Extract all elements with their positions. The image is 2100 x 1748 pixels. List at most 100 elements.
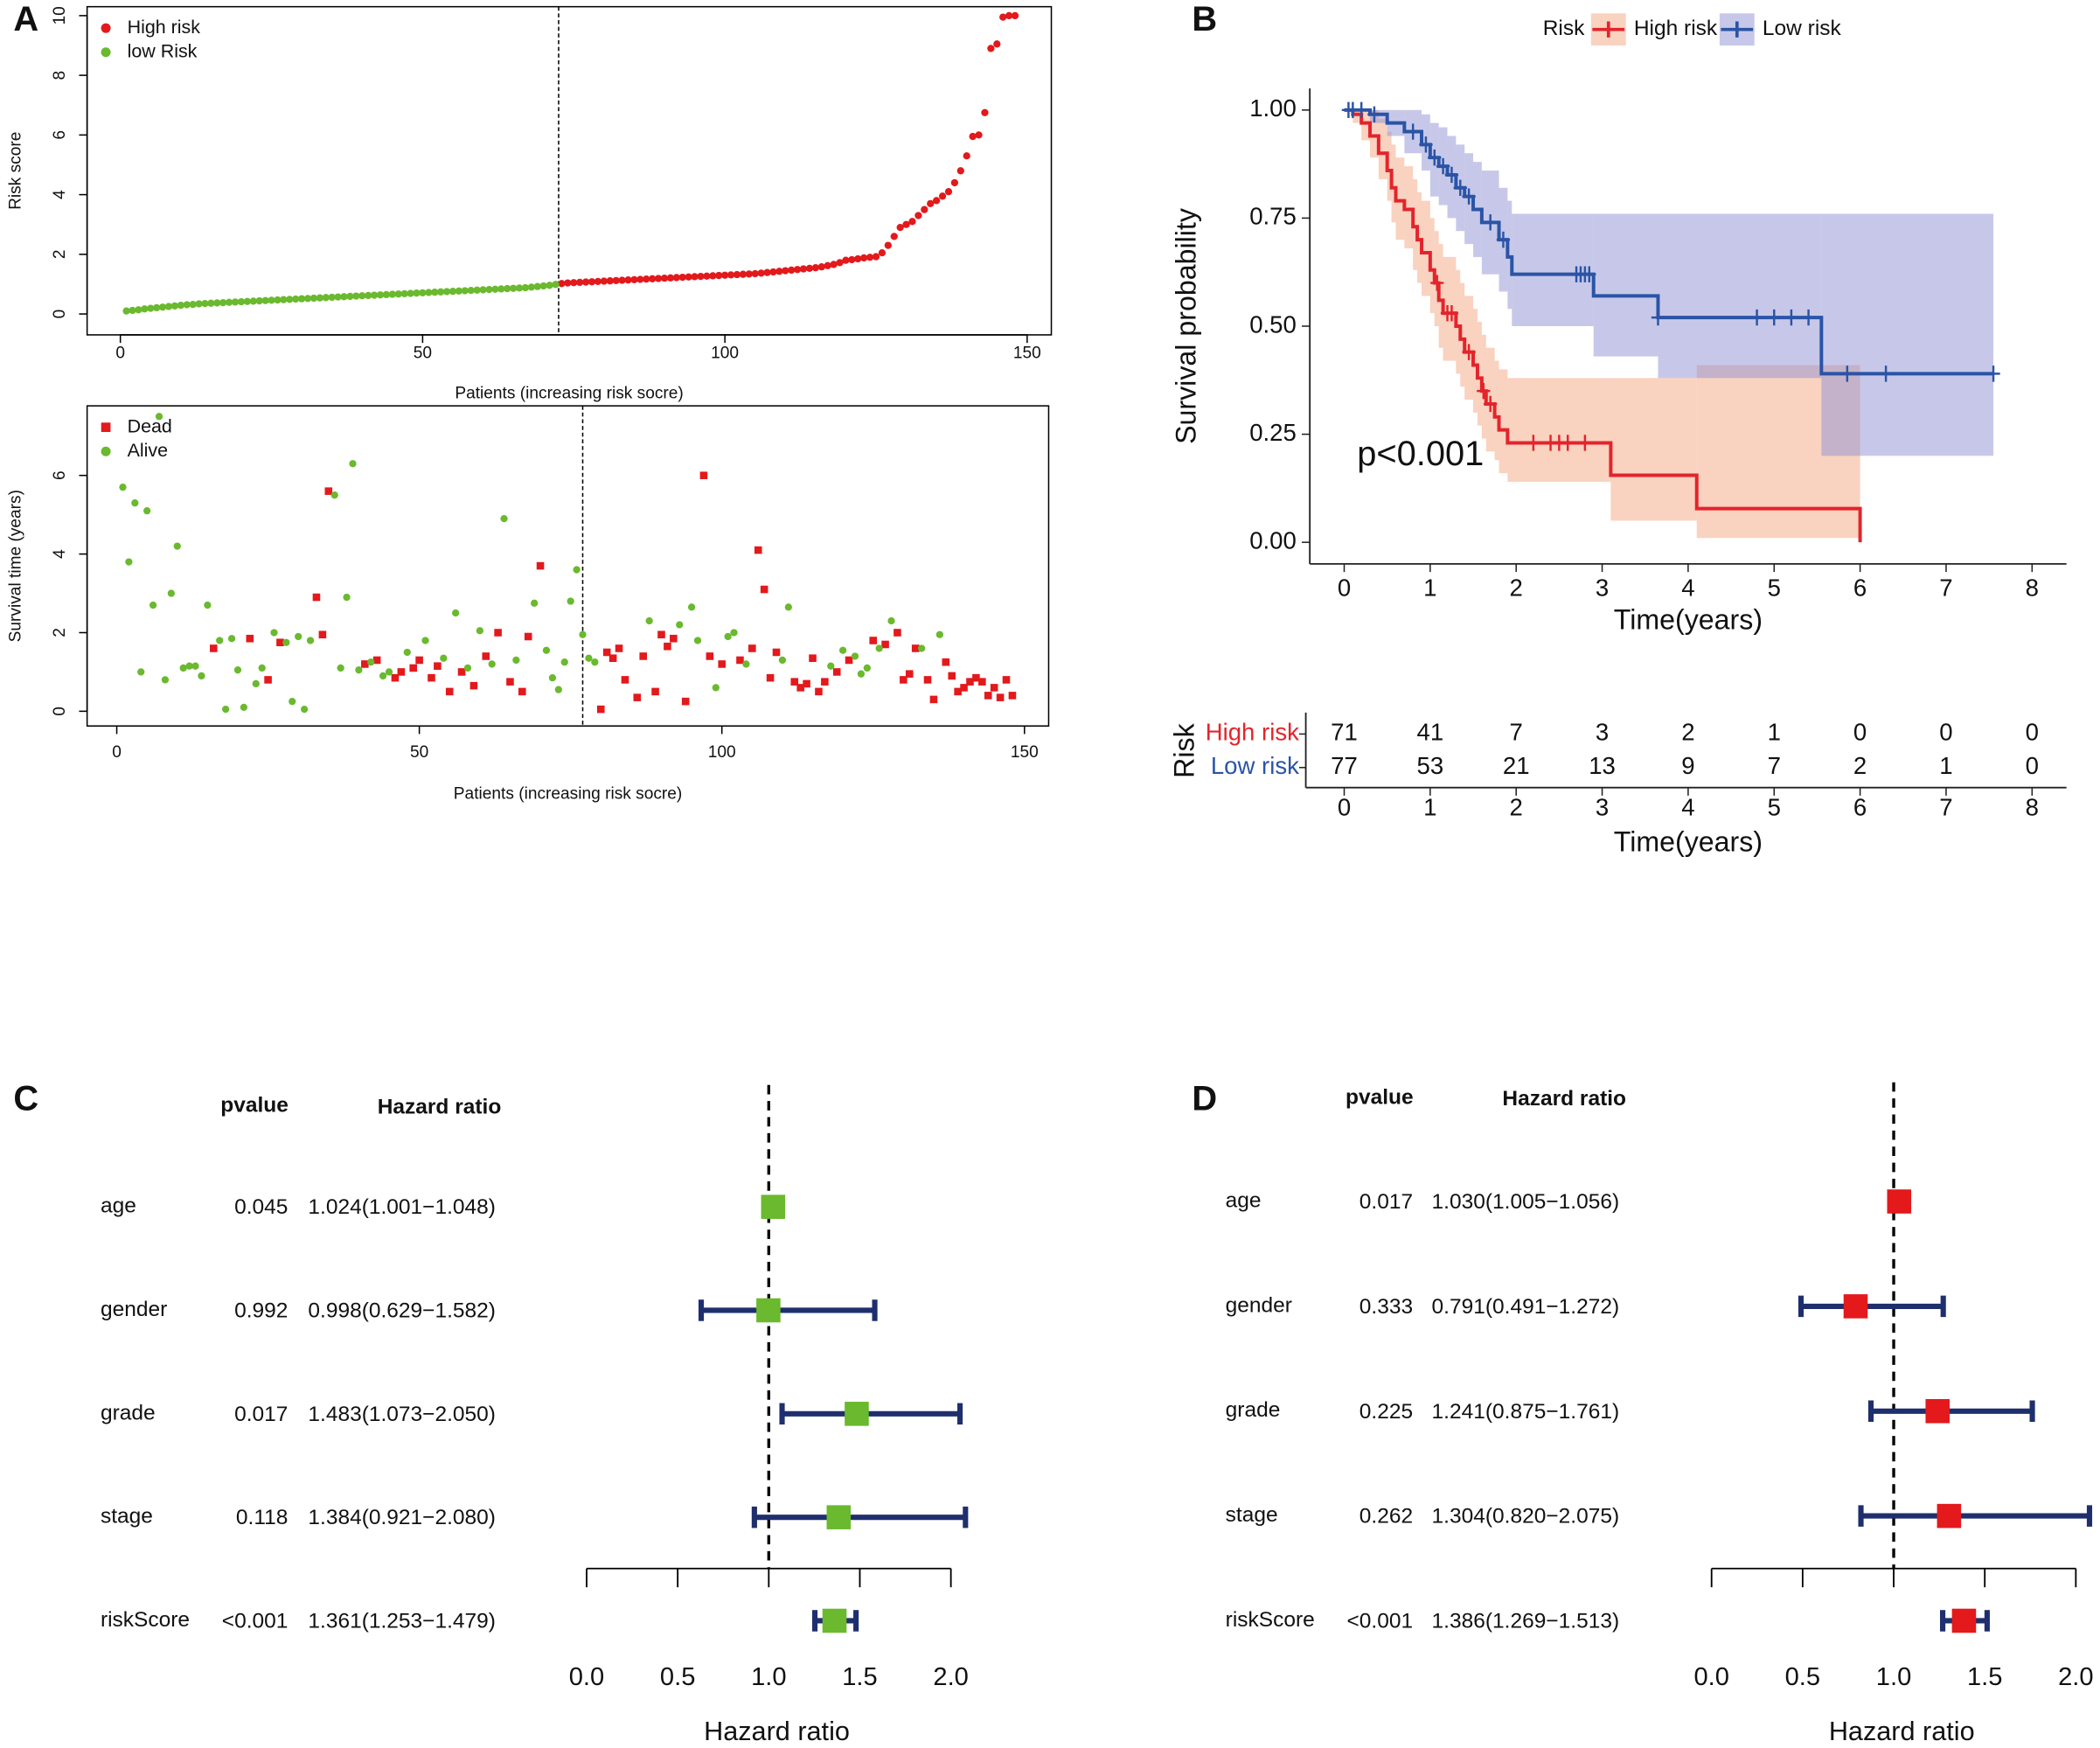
point xyxy=(751,269,759,278)
row-name: age xyxy=(101,1194,136,1218)
confidence-band xyxy=(1473,309,1478,413)
x-axis-label: Time(years) xyxy=(1614,603,1763,635)
censor-mark xyxy=(1767,309,1781,326)
hazard-ratio-text: 1.024(1.001−1.048) xyxy=(308,1195,496,1219)
censor-mark xyxy=(1561,435,1575,451)
x-axis-label: Time(years) xyxy=(1614,826,1763,858)
point xyxy=(521,283,530,292)
legend-label: low Risk xyxy=(128,40,198,61)
point xyxy=(376,291,385,299)
x-tick-label: 3 xyxy=(1596,793,1609,820)
point xyxy=(122,307,130,315)
point xyxy=(929,695,938,704)
y-tick-label: 2 xyxy=(51,250,69,260)
point xyxy=(706,652,714,660)
km-panel: 0 1 2 3 4 5 6 7 8 0.00 0.25 0.50 0.75 1.00 Time(years)… xyxy=(1170,13,2067,635)
point xyxy=(167,589,175,597)
survival-curve xyxy=(1344,108,1994,376)
point xyxy=(570,279,578,287)
point xyxy=(346,292,354,301)
point xyxy=(488,660,496,668)
confidence-band xyxy=(1413,178,1418,270)
point xyxy=(282,638,290,646)
x-tick-label: 8 xyxy=(2026,574,2039,601)
point xyxy=(482,652,490,660)
point xyxy=(419,289,427,296)
x-tick-label: 5 xyxy=(1768,793,1781,820)
point xyxy=(173,542,181,550)
point xyxy=(960,684,968,692)
x-tick-label: 150 xyxy=(1013,344,1041,362)
point xyxy=(147,304,155,312)
hazard-ratio-marker xyxy=(822,1608,847,1633)
point xyxy=(712,684,720,692)
legend-title: Risk xyxy=(1543,17,1585,40)
point xyxy=(295,632,302,641)
confidence-band xyxy=(1387,131,1392,201)
point xyxy=(894,629,901,637)
point xyxy=(854,254,862,263)
hazard-ratio-text: 1.241(0.875−1.761) xyxy=(1432,1400,1620,1424)
legend-marker xyxy=(101,23,111,33)
point xyxy=(591,658,599,666)
risk-count: 71 xyxy=(1331,719,1358,746)
censor-mark xyxy=(1406,123,1420,140)
risk-count: 0 xyxy=(2026,752,2039,779)
hazard-ratio-text: 0.791(0.491−1.272) xyxy=(1432,1295,1620,1319)
point xyxy=(149,601,157,609)
risk-count: 1 xyxy=(1939,752,1952,779)
point xyxy=(606,277,614,285)
point xyxy=(621,676,629,684)
point xyxy=(596,705,605,714)
x-tick-label: 2.0 xyxy=(933,1663,968,1691)
point xyxy=(554,686,562,693)
censor-mark xyxy=(1462,188,1476,205)
point xyxy=(908,218,916,226)
y-tick-label: 6 xyxy=(51,470,69,480)
point xyxy=(391,673,400,682)
confidence-band xyxy=(1404,166,1414,249)
point xyxy=(268,296,275,304)
point xyxy=(938,192,947,200)
hazard-ratio-marker xyxy=(1843,1294,1868,1319)
point xyxy=(413,289,421,297)
point xyxy=(709,272,717,280)
point xyxy=(739,270,748,278)
point xyxy=(276,638,284,647)
hazard-ratio-text: 1.361(1.253−1.479) xyxy=(308,1609,496,1633)
point xyxy=(340,293,348,301)
confidence-band xyxy=(1507,200,1512,310)
point xyxy=(400,289,408,298)
hazard-ratio-text: 1.483(1.073−2.050) xyxy=(308,1403,496,1426)
row-name: riskScore xyxy=(101,1608,190,1632)
legend-marker xyxy=(101,446,111,456)
point xyxy=(506,678,514,686)
confidence-band xyxy=(1438,244,1443,348)
point xyxy=(602,648,611,657)
y-tick-label: 0.75 xyxy=(1249,203,1297,230)
point xyxy=(485,285,493,294)
point xyxy=(693,637,702,644)
legend-label: Low risk xyxy=(1763,17,1842,40)
point xyxy=(198,672,205,680)
x-tick-label: 100 xyxy=(708,743,736,762)
censor-mark xyxy=(1986,366,2000,382)
x-tick-label: 7 xyxy=(1939,574,1952,601)
p-value-annotation: p<0.001 xyxy=(1357,435,1484,473)
point xyxy=(902,220,910,228)
point xyxy=(233,666,242,674)
point xyxy=(361,660,369,668)
point xyxy=(911,644,920,652)
point xyxy=(334,293,342,301)
point xyxy=(757,269,765,277)
point xyxy=(524,632,532,641)
y-tick-label: 6 xyxy=(51,130,69,140)
point xyxy=(177,302,184,310)
point xyxy=(306,637,315,644)
point xyxy=(452,609,460,617)
y-tick-label: 0.00 xyxy=(1249,526,1297,554)
point xyxy=(863,664,871,672)
point xyxy=(990,684,998,692)
point xyxy=(388,290,396,298)
point xyxy=(664,642,671,651)
